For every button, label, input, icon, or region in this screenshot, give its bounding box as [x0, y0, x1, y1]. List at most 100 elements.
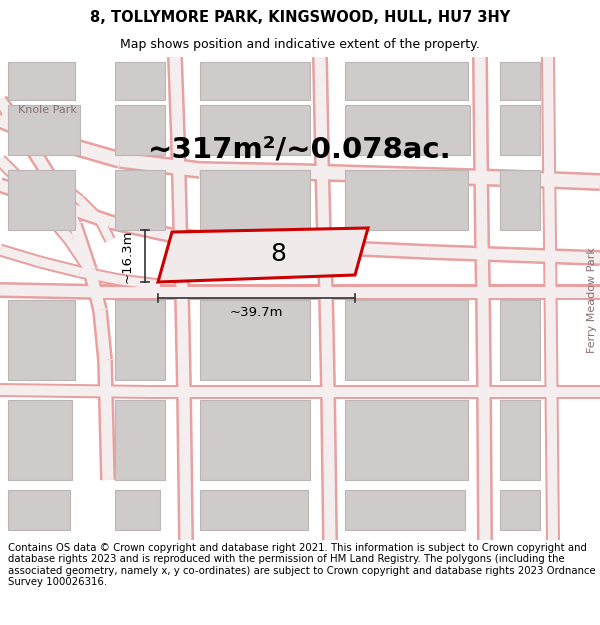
Polygon shape	[51, 176, 84, 204]
Polygon shape	[475, 57, 487, 160]
Polygon shape	[543, 57, 554, 160]
Polygon shape	[58, 198, 113, 229]
Polygon shape	[48, 181, 82, 229]
Polygon shape	[115, 300, 165, 380]
Polygon shape	[64, 236, 96, 274]
Polygon shape	[119, 276, 161, 289]
Polygon shape	[474, 240, 491, 292]
Polygon shape	[314, 160, 332, 240]
Polygon shape	[320, 239, 430, 260]
Text: Ferry Meadow Park: Ferry Meadow Park	[587, 247, 597, 353]
Text: ~39.7m: ~39.7m	[230, 306, 283, 319]
Polygon shape	[544, 340, 559, 440]
Polygon shape	[0, 383, 150, 399]
Polygon shape	[109, 217, 171, 241]
Polygon shape	[79, 266, 121, 286]
Polygon shape	[545, 240, 556, 340]
Polygon shape	[319, 240, 331, 292]
Polygon shape	[400, 284, 500, 300]
Polygon shape	[317, 160, 329, 240]
Polygon shape	[320, 292, 334, 390]
Polygon shape	[476, 160, 487, 240]
Polygon shape	[544, 160, 555, 240]
Polygon shape	[119, 274, 161, 291]
Polygon shape	[95, 309, 110, 361]
Polygon shape	[500, 490, 540, 530]
Polygon shape	[115, 62, 165, 100]
Polygon shape	[119, 151, 201, 179]
Polygon shape	[314, 57, 328, 160]
Polygon shape	[119, 154, 201, 176]
Polygon shape	[200, 300, 310, 380]
Polygon shape	[115, 400, 165, 480]
Polygon shape	[95, 217, 115, 242]
Text: Map shows position and indicative extent of the property.: Map shows position and indicative extent…	[120, 38, 480, 51]
Polygon shape	[0, 97, 35, 148]
Polygon shape	[100, 286, 200, 298]
Polygon shape	[0, 96, 37, 149]
Polygon shape	[115, 170, 165, 230]
Polygon shape	[476, 390, 493, 540]
Polygon shape	[345, 300, 468, 380]
Polygon shape	[176, 390, 194, 540]
Polygon shape	[174, 292, 192, 390]
Polygon shape	[39, 258, 81, 276]
Polygon shape	[200, 284, 300, 300]
Polygon shape	[0, 284, 100, 298]
Polygon shape	[476, 240, 488, 292]
Polygon shape	[500, 400, 540, 480]
Polygon shape	[475, 292, 492, 390]
Polygon shape	[200, 62, 310, 100]
Polygon shape	[318, 292, 336, 390]
Polygon shape	[542, 160, 557, 240]
Polygon shape	[545, 440, 560, 540]
Polygon shape	[179, 390, 191, 540]
Text: ~317m²/~0.078ac.: ~317m²/~0.078ac.	[148, 136, 452, 164]
Polygon shape	[500, 171, 600, 189]
Polygon shape	[450, 385, 600, 399]
Polygon shape	[479, 390, 490, 540]
Polygon shape	[300, 166, 400, 181]
Polygon shape	[323, 390, 335, 540]
Polygon shape	[300, 286, 400, 298]
Polygon shape	[79, 268, 121, 284]
Polygon shape	[200, 286, 300, 298]
Polygon shape	[0, 177, 62, 212]
Text: ~16.3m: ~16.3m	[121, 229, 133, 282]
Polygon shape	[175, 220, 187, 292]
Polygon shape	[547, 440, 558, 540]
Polygon shape	[472, 57, 489, 160]
Polygon shape	[239, 234, 320, 255]
Polygon shape	[546, 340, 557, 440]
Polygon shape	[500, 284, 600, 300]
Polygon shape	[50, 182, 80, 228]
Polygon shape	[478, 292, 490, 390]
Polygon shape	[473, 160, 490, 240]
Polygon shape	[109, 214, 172, 243]
Polygon shape	[450, 387, 600, 397]
Text: Knole Park: Knole Park	[18, 105, 77, 115]
Polygon shape	[8, 105, 80, 155]
Polygon shape	[400, 166, 500, 187]
Text: 8: 8	[270, 242, 286, 266]
Polygon shape	[200, 164, 300, 179]
Polygon shape	[8, 400, 72, 480]
Polygon shape	[0, 156, 29, 189]
Polygon shape	[0, 114, 52, 146]
Polygon shape	[320, 241, 430, 258]
Polygon shape	[0, 282, 100, 300]
Polygon shape	[0, 155, 30, 190]
Polygon shape	[170, 140, 188, 220]
Polygon shape	[300, 385, 450, 399]
Polygon shape	[173, 140, 185, 220]
Polygon shape	[167, 57, 186, 140]
Polygon shape	[85, 269, 106, 311]
Polygon shape	[150, 385, 300, 399]
Polygon shape	[97, 360, 116, 480]
Polygon shape	[76, 196, 104, 224]
Polygon shape	[345, 105, 470, 155]
Polygon shape	[0, 385, 150, 397]
Polygon shape	[500, 286, 600, 298]
Polygon shape	[169, 227, 241, 250]
Polygon shape	[100, 284, 200, 300]
